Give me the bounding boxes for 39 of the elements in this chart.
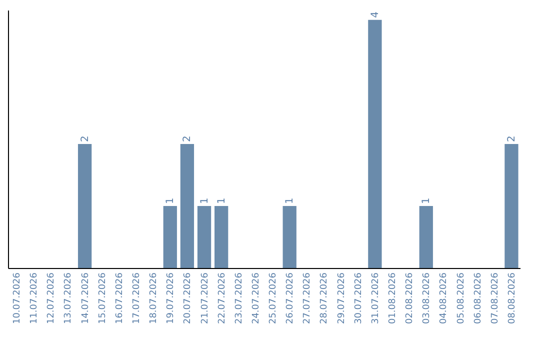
x-tick-label: 17.07.2026 bbox=[132, 272, 142, 324]
x-tick-label: 30.07.2026 bbox=[354, 272, 364, 324]
data-label: 2 bbox=[182, 136, 194, 142]
x-tick-label: 08.08.2026 bbox=[507, 272, 518, 324]
x-tick-label: 26.07.2026 bbox=[286, 272, 296, 324]
x-tick-label: 03.08.2026 bbox=[422, 272, 432, 324]
x-tick-label: 22.07.2026 bbox=[217, 272, 228, 324]
x-tick-label: 19.07.2026 bbox=[166, 272, 176, 324]
x-tick-label: 21.07.2026 bbox=[200, 272, 210, 324]
x-tick-label: 12.07.2026 bbox=[46, 272, 57, 324]
x-tick-label: 06.08.2026 bbox=[473, 272, 484, 324]
x-tick-label: 11.07.2026 bbox=[30, 272, 40, 324]
x-tick-label: 25.07.2026 bbox=[268, 272, 279, 324]
x-tick-label: 05.08.2026 bbox=[456, 272, 466, 324]
x-tick-label: 02.08.2026 bbox=[405, 272, 416, 324]
x-tick-label: 31.07.2026 bbox=[370, 272, 381, 324]
x-tick-label: 07.08.2026 bbox=[490, 272, 500, 324]
data-label: 1 bbox=[216, 198, 228, 204]
x-tick-label: 18.07.2026 bbox=[149, 272, 160, 324]
x-tick-label: 20.07.2026 bbox=[183, 272, 194, 324]
data-label: 1 bbox=[421, 198, 432, 204]
data-label: 1 bbox=[165, 198, 176, 204]
x-tick-label: 24.07.2026 bbox=[251, 272, 262, 324]
data-label: 4 bbox=[370, 12, 381, 18]
x-tick-label: 01.08.2026 bbox=[388, 272, 398, 324]
x-tick-label: 04.08.2026 bbox=[439, 272, 450, 324]
data-label: 2 bbox=[506, 136, 518, 142]
x-tick-label: 15.07.2026 bbox=[98, 272, 108, 324]
data-label: 1 bbox=[199, 198, 210, 204]
x-tick-label: 13.07.2026 bbox=[64, 272, 74, 324]
x-tick-label: 29.07.2026 bbox=[336, 272, 347, 324]
data-label: 1 bbox=[284, 198, 296, 204]
x-tick-label: 27.07.2026 bbox=[302, 272, 313, 324]
x-tick-label: 23.07.2026 bbox=[234, 272, 244, 324]
x-tick-label: 28.07.2026 bbox=[320, 272, 330, 324]
data-label: 2 bbox=[80, 136, 91, 142]
x-tick-label: 16.07.2026 bbox=[114, 272, 125, 324]
x-tick-label: 10.07.2026 bbox=[12, 272, 23, 324]
x-tick-label: 14.07.2026 bbox=[80, 272, 91, 324]
